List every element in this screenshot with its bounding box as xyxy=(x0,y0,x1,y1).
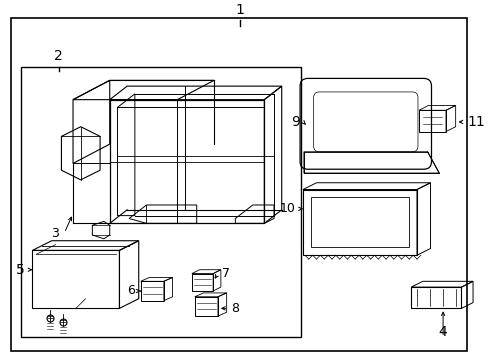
Text: 3: 3 xyxy=(51,226,59,239)
Text: 11: 11 xyxy=(467,115,484,129)
Bar xyxy=(21,67,301,337)
Text: 1: 1 xyxy=(235,3,244,17)
Text: 8: 8 xyxy=(231,302,239,315)
Text: 4: 4 xyxy=(438,325,447,339)
Text: 6: 6 xyxy=(127,284,135,297)
Text: 9: 9 xyxy=(291,115,300,129)
Text: 7: 7 xyxy=(222,267,229,280)
Text: 2: 2 xyxy=(54,49,63,63)
Text: 5: 5 xyxy=(16,263,25,277)
Text: 10: 10 xyxy=(279,202,295,215)
